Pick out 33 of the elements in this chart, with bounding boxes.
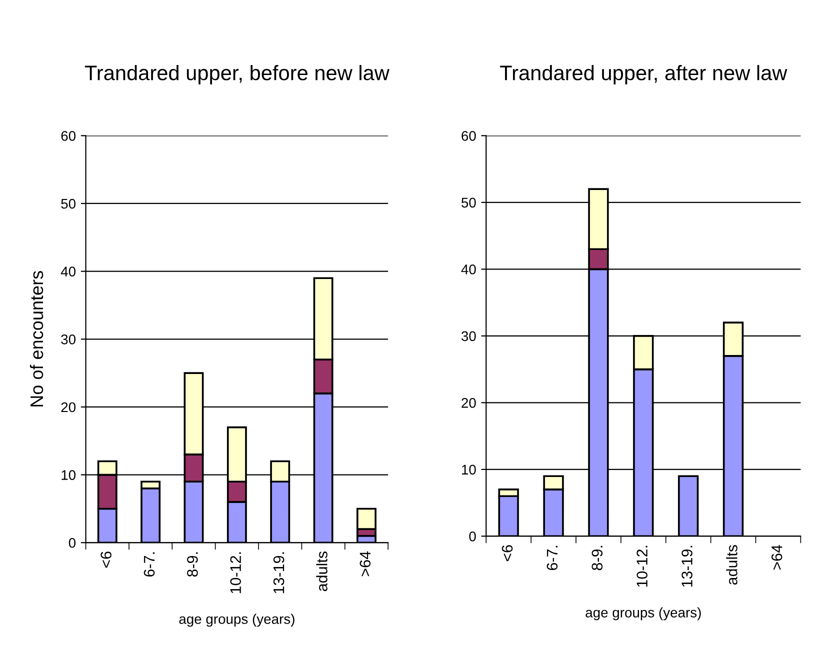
x-tick-label: adults	[726, 545, 738, 585]
x-tick-label: <6	[502, 545, 513, 562]
chart-title: Trandared upper, before new law	[84, 65, 390, 84]
x-tick-label: 8-9.	[592, 546, 603, 570]
y-tick-label: 60	[61, 130, 76, 141]
x-tick-label: 10-12.	[636, 546, 648, 587]
y-tick-label: 0	[469, 532, 476, 542]
x-axis-title: age groups (years)	[179, 614, 294, 627]
x-tick-label: >64	[771, 544, 782, 570]
y-tick-label: 50	[61, 198, 76, 209]
x-tick-label: 6-7.	[144, 552, 155, 577]
x-tick-label: >64	[360, 551, 371, 576]
y-tick-label: 30	[61, 334, 76, 344]
x-axis-title: age groups (years)	[586, 607, 701, 620]
y-axis-title: No of encounters	[30, 271, 44, 406]
x-tick-label: 13-19.	[273, 552, 284, 594]
x-tick-label: 13-19.	[682, 546, 692, 587]
y-tick-label: 0	[68, 538, 76, 548]
x-tick-label: adults	[316, 552, 328, 592]
y-tick-label: 30	[461, 331, 476, 342]
y-tick-label: 10	[62, 470, 76, 480]
chart-title: Trandared upper, after new law	[500, 65, 788, 84]
y-tick-label: 60	[462, 130, 476, 141]
y-tick-label: 20	[61, 402, 76, 412]
x-tick-label: <6	[100, 552, 112, 568]
y-tick-label: 40	[461, 264, 476, 274]
y-tick-label: 10	[462, 464, 476, 475]
x-tick-label: 8-9.	[187, 552, 198, 577]
y-tick-label: 20	[462, 398, 476, 408]
x-tick-label: 6-7.	[546, 546, 558, 570]
y-tick-label: 50	[462, 198, 476, 208]
y-tick-label: 40	[60, 266, 76, 276]
x-tick-label: 10-12.	[230, 552, 242, 594]
